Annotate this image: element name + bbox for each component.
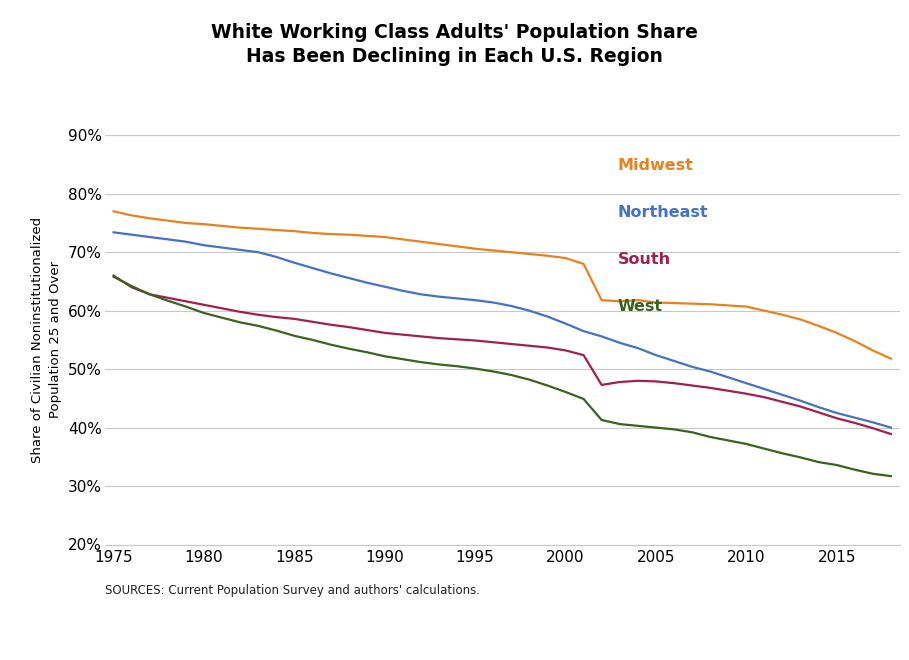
- Text: Northeast: Northeast: [617, 205, 708, 220]
- Text: Midwest: Midwest: [617, 158, 694, 173]
- Text: SOURCES: Current Population Survey and authors' calculations.: SOURCES: Current Population Survey and a…: [105, 584, 480, 597]
- Text: Federal Reserve Bank: Federal Reserve Bank: [20, 626, 205, 640]
- Text: St. Louis: St. Louis: [241, 626, 318, 640]
- Text: South: South: [617, 252, 671, 267]
- Text: of: of: [216, 626, 231, 640]
- Text: West: West: [617, 299, 663, 314]
- Text: F: F: [20, 626, 30, 640]
- Text: White Working Class Adults' Population Share
Has Been Declining in Each U.S. Reg: White Working Class Adults' Population S…: [211, 23, 698, 67]
- Y-axis label: Share of Civilian Noninstitutionalized
Population 25 and Over: Share of Civilian Noninstitutionalized P…: [31, 217, 62, 463]
